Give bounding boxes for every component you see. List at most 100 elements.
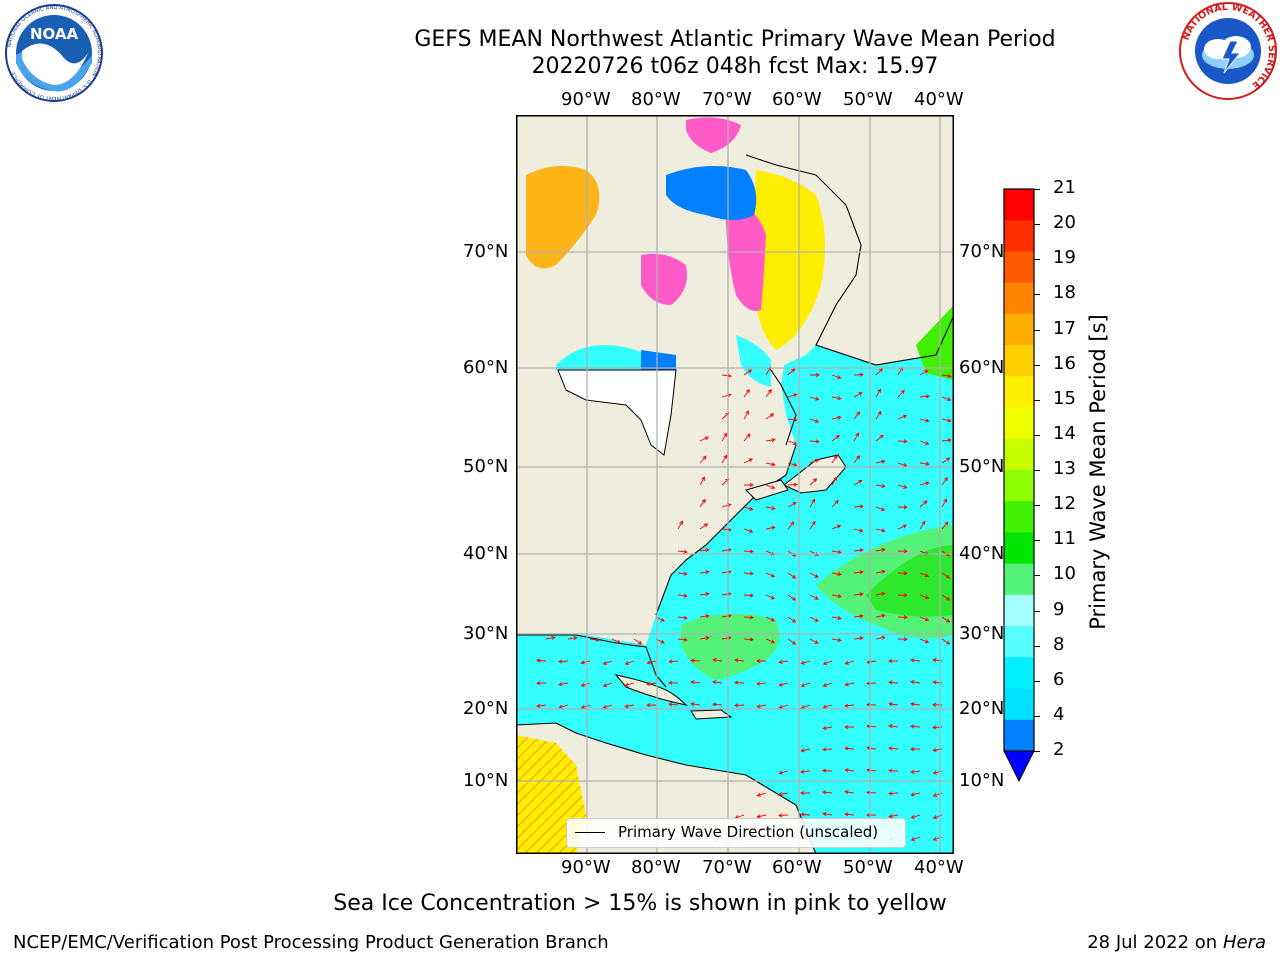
wave-vector [853,636,864,641]
wave-vector [677,520,683,530]
wave-vector [853,455,861,464]
wave-vector [822,747,833,752]
wave-vector [677,549,688,554]
wave-vector [844,724,855,730]
colorbar-block [1004,532,1034,565]
wave-vector [778,813,789,818]
wave-vector [866,702,877,707]
period-11-north [916,305,954,380]
wave-vector [875,434,884,442]
wave-vector [633,638,643,645]
wave-vector [875,410,882,420]
wave-vector [919,481,930,486]
wave-vector [800,769,811,774]
wave-vector [831,550,842,555]
wave-vector [765,388,772,398]
wave-vector [919,369,929,376]
period-9-10-sargasso [681,613,780,680]
wave-vector [919,440,930,446]
colorbar-blocks [1004,189,1034,752]
lat-label-right-40: 40°N [959,543,1005,564]
noaa-logo: NOAA NATIONAL OCEANIC AND ATMOSPHERIC AD… [5,4,103,102]
wave-vector [602,660,613,665]
colorbar [1003,188,1035,783]
colorbar-tick-label: 10 [1053,563,1076,585]
wave-vector [941,638,951,645]
wave-vector [844,768,855,773]
wave-vector [941,594,951,601]
wave-vector [919,638,930,644]
wave-vector [941,616,951,623]
wave-vector [677,593,688,598]
colorbar-tick-label: 19 [1053,247,1076,269]
wave-vector [941,521,949,530]
wave-vector [721,547,732,552]
wave-vector [822,682,833,687]
wave-vector [787,502,797,508]
wave-vector [853,411,861,420]
wave-vector [919,461,930,466]
colorbar-tick-label: 13 [1053,458,1076,479]
colorbar-block [1004,657,1034,690]
wave-vector [831,454,838,464]
colorbar-tick-label: 2 [1053,739,1065,760]
wave-vector [897,571,908,576]
wave-vector [919,520,926,530]
wave-vector [712,702,723,707]
wave-vector [853,528,864,533]
wave-vector [699,570,710,575]
wave-vector [888,680,899,685]
wave-vector [787,417,798,422]
nws-logo: NATIONAL WEATHER SERVICE [1179,2,1277,100]
wave-vector [646,703,657,708]
wave-vector [545,635,556,640]
colorbar-block [1004,345,1034,377]
wave-vector [765,462,776,467]
greenland-coastline [745,154,954,366]
wave-vector [765,594,776,600]
wave-vector [743,388,750,398]
map-legend: Primary Wave Direction (unscaled) [566,818,906,848]
wave-vector [888,724,899,729]
wave-vector [831,499,839,508]
colorbar-block [1004,313,1034,346]
lon-label-top-5: 50°W [843,89,893,110]
wave-vector [809,458,820,464]
wave-vector [941,418,952,423]
wave-vector [699,614,710,619]
wave-vector [853,592,864,597]
lat-label-right-30: 30°N [959,623,1005,644]
lat-label-right-70: 70°N [959,241,1005,262]
wave-vector [809,477,818,486]
colorbar-tick-mark [1034,680,1040,682]
wave-vector [800,748,811,753]
wave-vector [831,396,842,401]
colorbar-tick-label: 15 [1053,387,1076,409]
wave-vector [897,615,908,620]
wave-vector [822,790,833,795]
footer-branch: NCEP/EMC/Verification Post Processing Pr… [13,932,609,953]
wave-vector [910,792,921,797]
gulf-of-mexico [516,635,666,723]
wave-vector [888,768,899,773]
wave-vector [743,433,751,442]
wave-vector [778,704,789,709]
wave-vector [668,659,679,664]
wave-vector [822,768,833,773]
wave-vector [844,746,855,751]
wave-vector [721,635,732,640]
wave-vector [875,459,886,464]
lon-label-top-3: 70°W [702,89,752,110]
wave-vector [853,504,864,509]
colorbar-tick-mark [1034,645,1040,647]
map-frame [516,115,954,854]
lon-label-top-4: 60°W [772,89,822,110]
wave-vector [743,482,754,488]
wave-vector [897,549,908,554]
wave-vector [875,528,886,533]
lon-label-top-2: 80°W [631,89,681,110]
colorbar-tick-mark [1034,259,1040,261]
arctic-ice-pink [686,117,741,153]
wave-vector [646,660,657,665]
wave-vector [831,476,838,486]
